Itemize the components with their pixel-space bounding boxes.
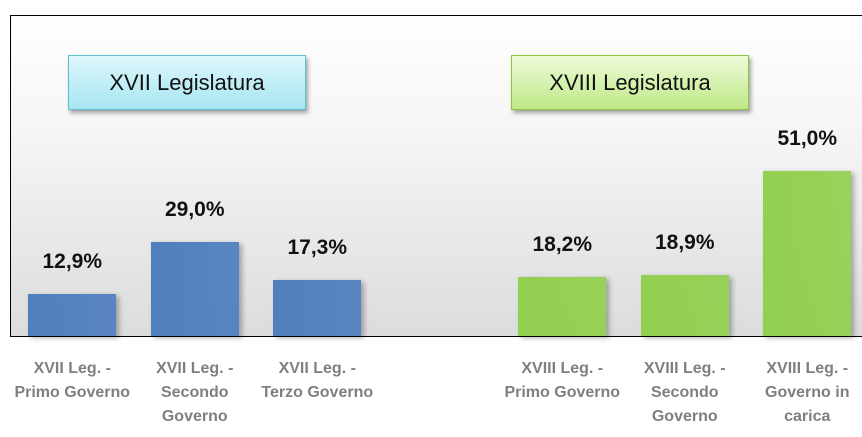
bar	[273, 280, 362, 336]
data-label: 18,9%	[654, 230, 715, 254]
bar	[518, 277, 607, 336]
data-label: 51,0%	[777, 127, 838, 150]
data-label: 29,0%	[164, 198, 225, 222]
annotation: XVIII Legislatura	[511, 55, 749, 110]
x-tick-label: XVII Leg. - Primo Governo	[14, 360, 131, 401]
bar	[28, 294, 117, 336]
data-label: 18,2%	[532, 233, 593, 257]
x-tick-label: XVII Leg. - Terzo Governo	[261, 360, 374, 401]
bar	[763, 171, 852, 336]
annotation: XVII Legislatura	[68, 55, 306, 110]
bar	[150, 242, 239, 336]
bar	[640, 274, 729, 336]
x-tick-label: XVIII Leg. - Governo in carica	[765, 360, 850, 425]
x-tick-label: XVIII Leg. - Secondo Governo	[643, 360, 726, 425]
x-tick-label: XVIII Leg. - Primo Governo	[504, 360, 621, 401]
data-label: 17,3%	[287, 236, 348, 260]
data-label: 12,9%	[42, 250, 103, 274]
x-tick-label: XVII Leg. - Secondo Governo	[156, 360, 234, 425]
